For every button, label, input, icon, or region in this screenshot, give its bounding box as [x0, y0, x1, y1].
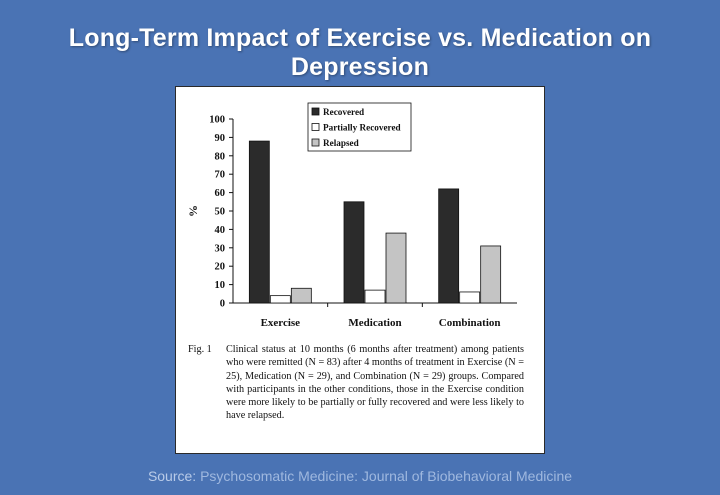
y-tick-label: 40 [215, 225, 226, 236]
legend-label: Partially Recovered [323, 123, 401, 133]
legend-swatch [311, 138, 320, 147]
x-tick-label: Exercise [261, 317, 301, 329]
caption-text: Clinical status at 10 months (6 months a… [226, 344, 524, 422]
y-axis-label: % [186, 205, 200, 217]
legend-box [307, 102, 412, 152]
bar-relapsed [385, 232, 407, 304]
bar-chart: 0 10 20 30 40 50 60 70 80 90 100% Exercise Medicatio… [186, 102, 517, 329]
y-tick-label: 100 [209, 115, 225, 126]
y-tick-label: 80 [215, 151, 226, 162]
y-tick-label: 0 [220, 299, 225, 310]
y-tick-label: 20 [215, 262, 226, 273]
legend-label: Relapsed [323, 138, 359, 148]
source-label: Source: [147, 468, 197, 484]
bar-partially-recovered [459, 291, 481, 304]
source-text: Psychosomatic Medicine: Journal of Biobe… [200, 468, 573, 484]
legend-swatch [311, 107, 320, 116]
y-tick-label: 30 [215, 243, 226, 254]
bar-recovered [248, 140, 270, 304]
bar-partially-recovered [364, 289, 386, 304]
y-tick-label: 90 [215, 133, 226, 144]
source-line: Source: Psychosomatic Medicine: Journal … [0, 468, 720, 484]
bar-relapsed [480, 245, 502, 304]
x-tick-label: Medication [348, 317, 401, 329]
x-tick-label: Combination [439, 317, 501, 329]
bar-recovered [438, 188, 460, 304]
y-tick-label: 60 [215, 188, 226, 199]
y-tick-label: 10 [215, 280, 226, 291]
slide-title: Long-Term Impact of Exercise vs. Medicat… [68, 24, 652, 81]
legend-swatch [311, 123, 320, 131]
legend-label: Recovered [323, 107, 364, 117]
bar-partially-recovered [269, 295, 291, 304]
figure-panel: 0 10 20 30 40 50 60 70 80 90 100% Exercise Medicatio… [175, 86, 545, 454]
bar-recovered [343, 201, 365, 304]
y-tick-label: 70 [215, 170, 226, 181]
y-tick-label: 50 [215, 207, 226, 218]
bar-relapsed [290, 287, 312, 304]
caption-label: Fig. 1 [188, 344, 212, 355]
